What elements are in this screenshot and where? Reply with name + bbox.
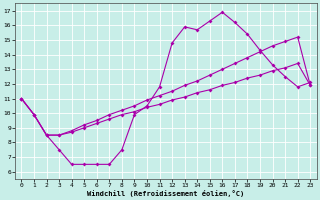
X-axis label: Windchill (Refroidissement éolien,°C): Windchill (Refroidissement éolien,°C) bbox=[87, 190, 244, 197]
